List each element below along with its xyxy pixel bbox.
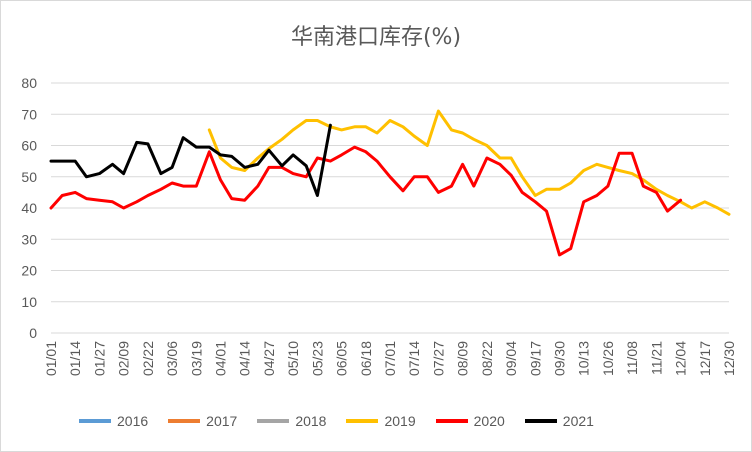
x-tick-label: 10/13 [576,341,592,376]
y-tick-label: 30 [21,231,37,247]
legend-label: 2021 [562,413,594,429]
x-tick-label: 08/22 [479,341,495,376]
legend-item-2016: 2016 [79,413,148,429]
legend-item-2018: 2018 [257,413,326,429]
x-tick-label: 02/22 [140,341,156,376]
x-tick-label: 04/01 [213,341,229,376]
x-tick-label: 08/09 [455,341,471,376]
y-tick-label: 40 [21,200,37,216]
legend-label: 2017 [206,413,238,429]
legend-swatch [435,419,468,423]
legend-swatch [168,419,201,423]
x-tick-label: 05/23 [309,341,325,376]
legend-item-2019: 2019 [346,413,416,429]
chart-title: 华南港口库存(%) [290,25,462,50]
series-line-2021 [49,123,332,197]
y-tick-label: 50 [21,169,37,185]
legend-label: 2018 [295,413,327,429]
x-tick-label: 12/30 [721,341,737,376]
x-tick-label: 11/08 [624,341,640,375]
x-tick-label: 01/14 [67,341,83,376]
x-tick-label: 04/14 [237,341,253,376]
legend-swatch [79,419,111,423]
x-tick-label: 01/01 [43,341,59,376]
x-tick-label: 12/17 [697,341,713,376]
x-tick-label: 03/06 [164,341,180,376]
x-tick-label: 09/17 [527,341,543,376]
legend: 2016 2017 2018 2019 2020 2021 [79,411,614,431]
x-tick-label: 10/26 [600,341,616,376]
x-tick-label: 07/14 [406,341,422,376]
y-tick-label: 60 [21,138,37,154]
y-tick-label: 70 [21,106,37,122]
x-tick-label: 12/04 [673,341,689,376]
x-tick-label: 09/30 [552,341,568,376]
legend-item-2021: 2021 [524,413,594,429]
legend-swatch [346,419,379,423]
x-tick-label: 04/27 [261,341,277,376]
x-tick-label: 02/09 [116,341,132,376]
y-tick-label: 20 [21,263,37,279]
x-tick-label: 06/18 [358,341,374,376]
series-line-2020 [49,145,683,257]
legend-item-2017: 2017 [168,413,237,429]
x-tick-label: 07/01 [382,341,398,376]
x-tick-label: 09/04 [503,341,519,376]
x-tick-label: 05/10 [285,341,301,376]
x-tick-label: 11/21 [648,341,664,375]
legend-label: 2016 [117,413,149,429]
legend-label: 2019 [384,413,416,429]
x-tick-label: 03/19 [188,341,204,376]
y-tick-label: 80 [21,75,37,91]
legend-swatch [524,419,557,423]
y-tick-label: 0 [29,325,37,341]
x-tick-label: 06/05 [334,341,350,376]
legend-label: 2020 [473,413,505,429]
x-tick-label: 01/27 [91,341,107,376]
x-tick-label: 07/27 [430,341,446,376]
legend-swatch [257,419,290,423]
y-tick-label: 10 [21,294,37,310]
legend-item-2020: 2020 [435,413,505,429]
